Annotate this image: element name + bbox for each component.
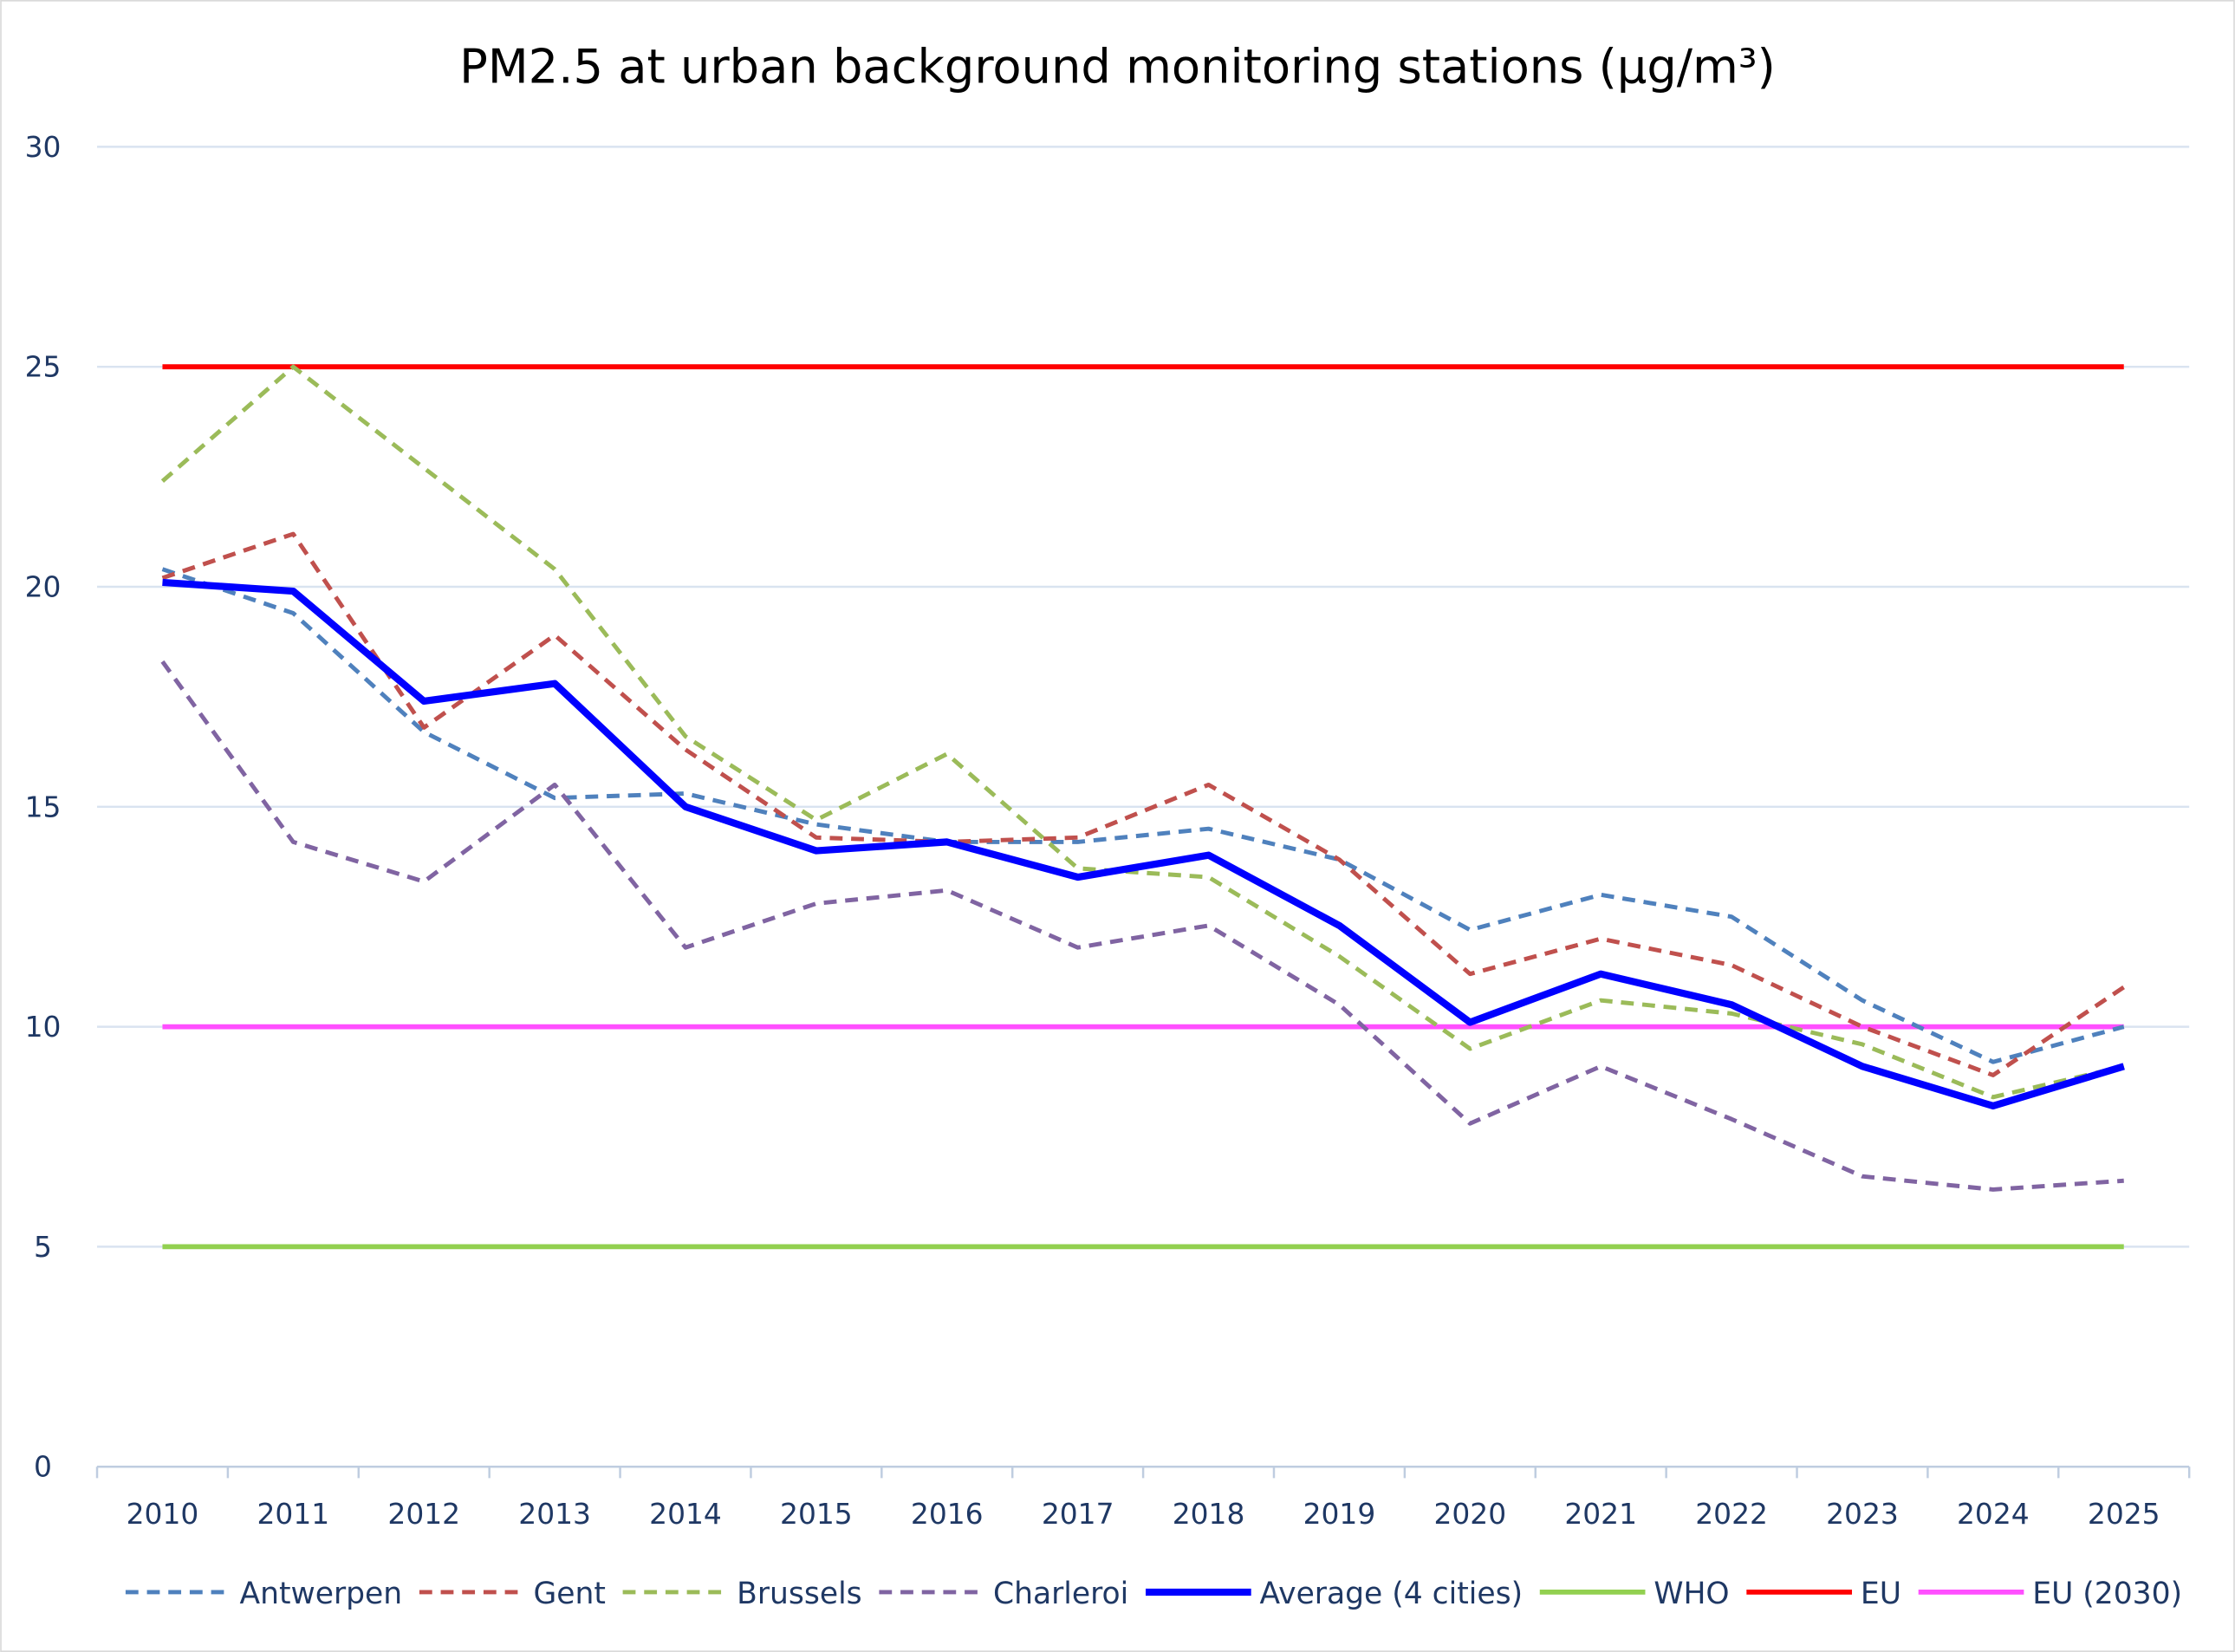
x-tick-label: 2021 (1564, 1497, 1637, 1531)
x-tick-label: 2011 (257, 1497, 330, 1531)
x-tick-label: 2012 (387, 1497, 460, 1531)
x-tick-label: 2020 (1433, 1497, 1506, 1531)
x-tick-label: 2015 (780, 1497, 853, 1531)
x-tick-label: 2010 (127, 1497, 199, 1531)
series-line-brussels (160, 364, 2125, 1100)
y-tick-label: 25 (25, 350, 62, 384)
x-tick-label: 2018 (1173, 1497, 1245, 1531)
y-tick-label: 5 (34, 1230, 52, 1264)
y-tick-label: 30 (25, 130, 62, 164)
x-tick-label: 2024 (1957, 1497, 2030, 1531)
y-tick-label: 0 (34, 1450, 52, 1484)
legend-label-gent: Gent (533, 1577, 605, 1611)
legend-label-brussels: Brussels (737, 1577, 862, 1611)
x-tick-label: 2016 (911, 1497, 984, 1531)
x-tick-label: 2023 (1826, 1497, 1899, 1531)
series-line-average-4-cities (162, 578, 2125, 1110)
y-tick-label: 20 (25, 570, 62, 604)
legend-label-average-4-cities: Average (4 cities) (1260, 1577, 1523, 1611)
legend-label-who: WHO (1654, 1577, 1729, 1611)
x-tick-label: 2025 (2088, 1497, 2160, 1531)
legend-label-eu-2030: EU (2030) (2032, 1577, 2182, 1611)
x-tick-label: 2014 (649, 1497, 722, 1531)
x-tick-label: 2022 (1695, 1497, 1768, 1531)
x-tick-label: 2019 (1303, 1497, 1376, 1531)
series-line-gent (161, 531, 2126, 1077)
series-line-charleroi (160, 660, 2124, 1192)
y-tick-label: 10 (25, 1010, 62, 1044)
legend-label-eu: EU (1861, 1577, 1901, 1611)
x-tick-label: 2013 (518, 1497, 591, 1531)
series-line-antwerpen (161, 567, 2125, 1064)
legend-label-charleroi: Charleroi (993, 1577, 1128, 1611)
x-tick-label: 2017 (1042, 1497, 1114, 1531)
chart-title: PM2.5 at urban background monitoring sta… (459, 39, 1776, 94)
y-tick-label: 15 (25, 790, 62, 823)
legend-label-antwerpen: Antwerpen (239, 1577, 402, 1611)
